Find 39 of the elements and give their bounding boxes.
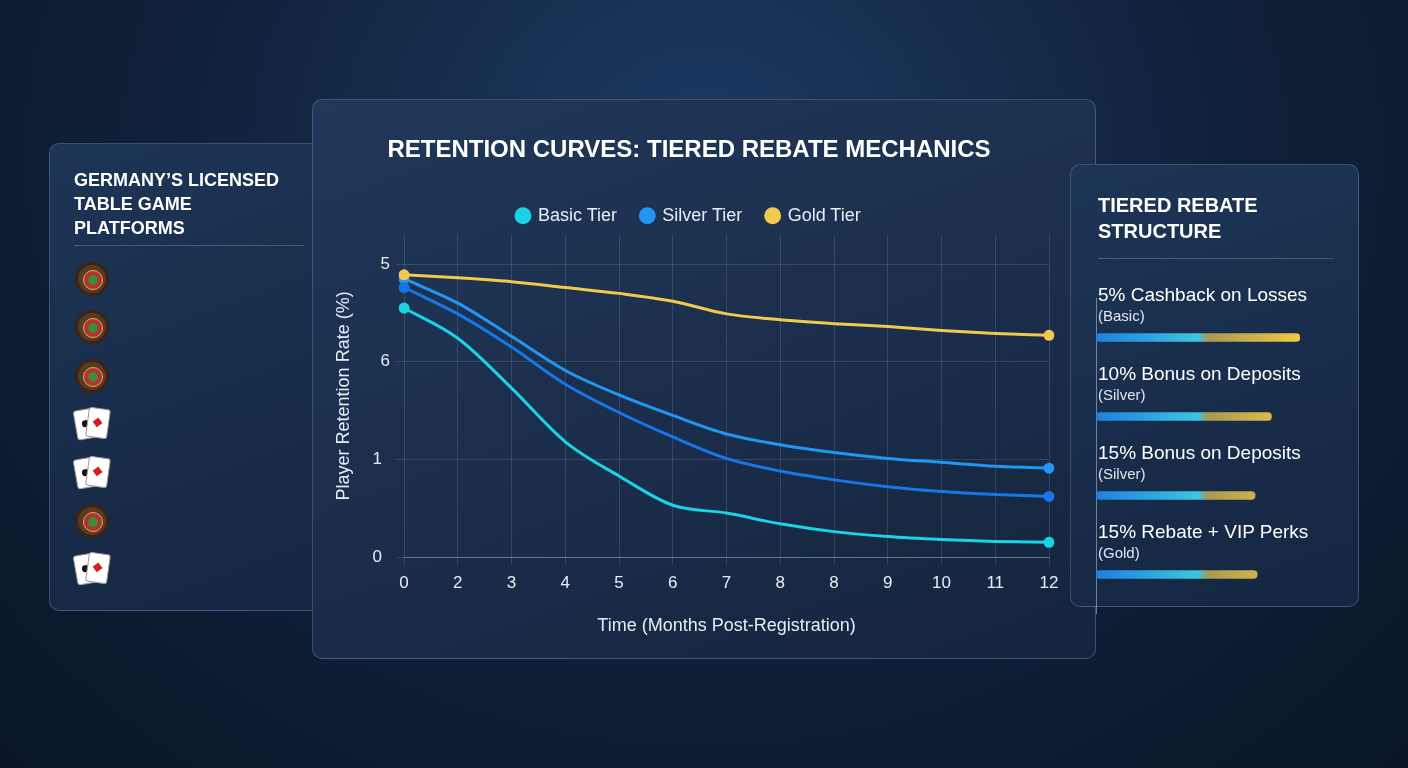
y-axis-title: Player Retention Rate (%) xyxy=(332,291,353,501)
legend-label: Basic Tier xyxy=(537,204,618,225)
annotation: (Gold) xyxy=(1098,544,1141,562)
annotation: (Basic) xyxy=(1098,307,1146,325)
y-tick-label: 5% Cashback on Losses xyxy=(1098,283,1309,307)
point xyxy=(1043,536,1055,548)
y-tick-label: 15% Bonus on Deposits xyxy=(1098,441,1302,465)
x-tick-label: 0 xyxy=(399,572,409,592)
point xyxy=(1043,490,1055,502)
x-tick-label: 3 xyxy=(506,572,517,592)
text: 6 xyxy=(380,351,391,371)
annotation: (Silver) xyxy=(1098,465,1147,483)
x-tick-label: 5 xyxy=(614,572,624,592)
x-tick-label: 2 xyxy=(453,572,463,592)
x-tick-label: 8 xyxy=(775,572,786,592)
y-tick-label: 15% Rebate + VIP Perks xyxy=(1098,520,1310,544)
y-tick-label: 10% Bonus on Deposits xyxy=(1098,362,1302,386)
chart-title: RETENTION CURVES: TIERED REBATE MECHANICS xyxy=(387,135,991,163)
point xyxy=(1043,329,1055,341)
x-tick-label: 11 xyxy=(986,572,1005,592)
x-tick-label: 7 xyxy=(721,572,732,592)
point xyxy=(398,269,410,281)
text: 5 xyxy=(380,253,391,273)
x-tick-label: 8 xyxy=(829,572,839,592)
annotation: (Silver) xyxy=(1098,386,1147,404)
x-tick-label: 12 xyxy=(1039,572,1059,592)
x-tick-label: 4 xyxy=(560,572,571,592)
text: GERMANY’S LICENSED TABLE GAME PLATFORMS xyxy=(74,169,281,240)
x-tick-label: 9 xyxy=(883,572,893,592)
point xyxy=(398,302,410,314)
chart-title: TIERED REBATE STRUCTURE xyxy=(1098,193,1259,244)
legend-label: Silver Tier xyxy=(662,204,743,225)
y-tick-label: 1 xyxy=(372,449,383,469)
legend-label: Gold Tier xyxy=(787,204,861,225)
x-tick-label: 10 xyxy=(932,572,951,592)
x-axis-title: Time (Months Post-Registration) xyxy=(597,615,856,636)
point xyxy=(1043,462,1055,474)
point xyxy=(398,282,410,294)
x-tick-label: 6 xyxy=(668,572,678,592)
